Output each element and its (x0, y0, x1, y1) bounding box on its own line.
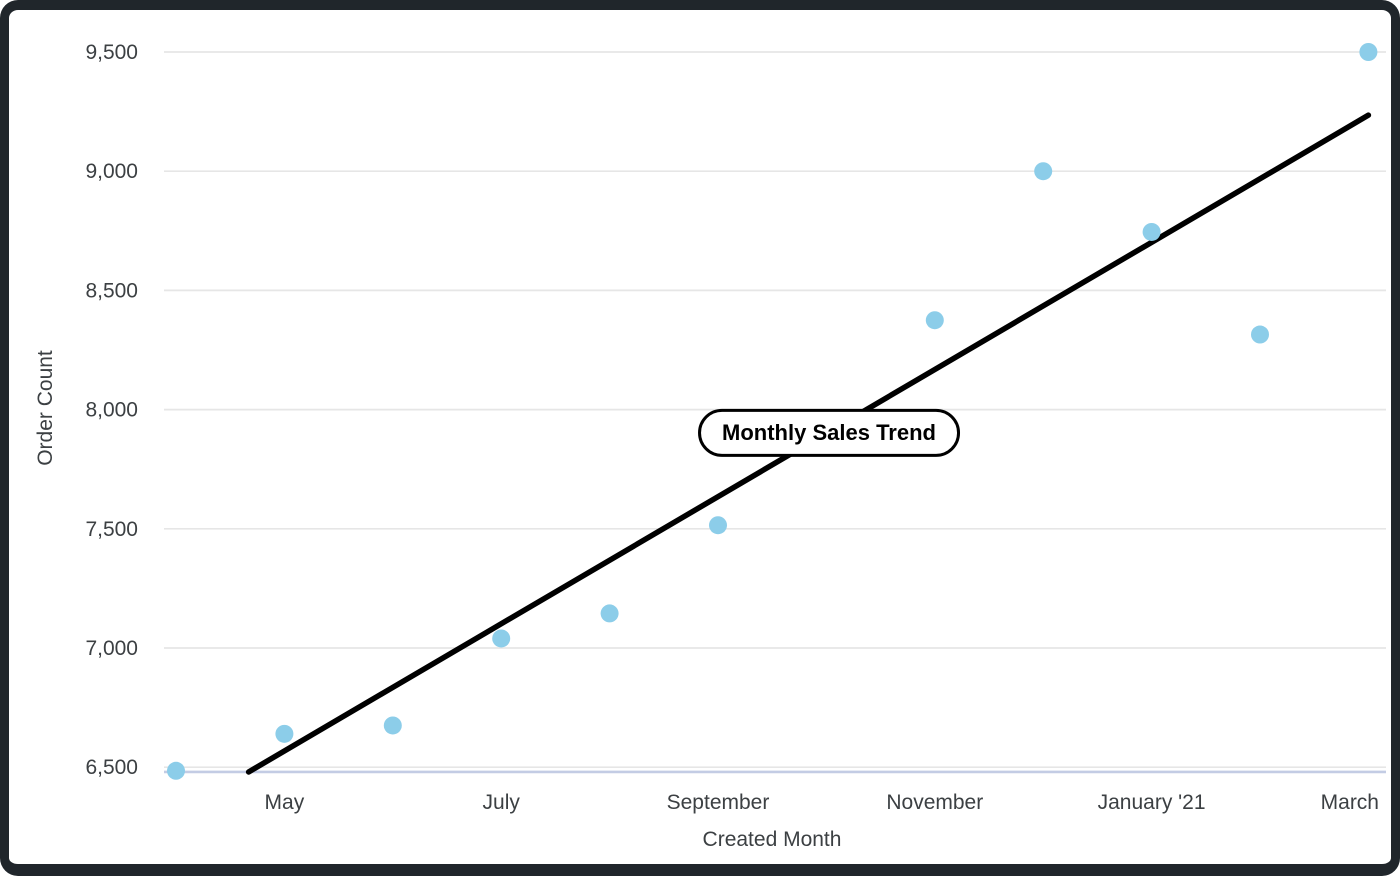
y-tick-label: 7,000 (85, 637, 138, 660)
data-point[interactable] (275, 724, 294, 743)
data-point[interactable] (600, 604, 619, 623)
data-point[interactable] (383, 716, 402, 735)
x-tick-label: January '21 (1098, 791, 1206, 814)
x-tick-label: March (1321, 791, 1379, 814)
data-point[interactable] (167, 761, 185, 780)
y-tick-label: 8,500 (85, 279, 138, 302)
y-tick-label: 9,000 (85, 160, 138, 183)
y-tick-label: 9,500 (85, 41, 138, 64)
y-tick-label: 8,000 (85, 399, 138, 422)
data-point[interactable] (1034, 162, 1053, 181)
x-axis-title: Created Month (702, 828, 842, 851)
chart-title-badge: Monthly Sales Trend (698, 408, 960, 458)
x-tick-label: July (483, 791, 521, 814)
data-point[interactable] (709, 516, 727, 535)
y-tick-label: 7,500 (85, 518, 138, 541)
data-point[interactable] (1142, 222, 1161, 241)
data-point[interactable] (925, 311, 944, 330)
data-point[interactable] (1251, 325, 1269, 344)
data-point[interactable] (1359, 43, 1378, 61)
data-point[interactable] (492, 629, 511, 648)
y-axis-title: Order Count (34, 350, 57, 466)
x-tick-label: September (667, 791, 770, 814)
y-tick-label: 6,500 (85, 756, 138, 779)
x-tick-label: May (265, 791, 305, 814)
x-tick-label: November (886, 791, 983, 814)
